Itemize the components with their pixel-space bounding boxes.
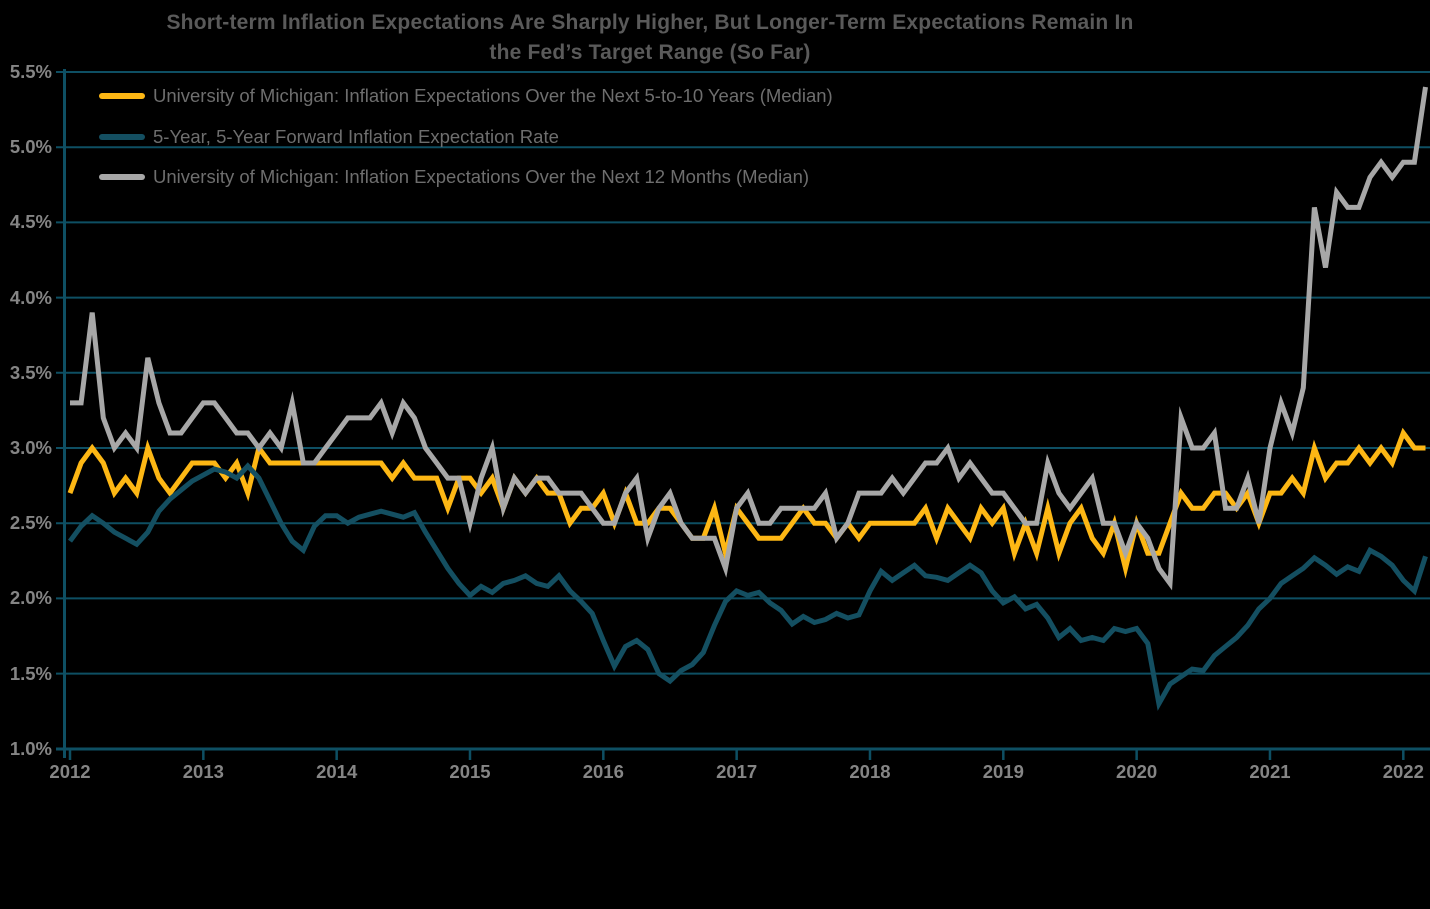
series-line-5y5y-forward [67,462,1428,711]
legend-swatch-umich-12mo-icon [99,174,145,181]
y-tick-label-3.5: 3.5% [9,361,52,383]
x-tick-label-2019: 2019 [982,761,1024,782]
x-tick-label-2022: 2022 [1382,761,1424,782]
x-tick-label-2018: 2018 [849,761,891,782]
legend-item-umich-12mo: University of Michigan: Inflation Expect… [99,157,833,198]
x-tick-label-2016: 2016 [582,761,624,782]
y-tick-label-4.5: 4.5% [9,211,52,233]
x-tick-label-2021: 2021 [1249,761,1291,782]
series-line-umich-5to10 [67,427,1426,579]
y-tick-label-2.0: 2.0% [9,587,52,609]
legend-label-umich-12mo: University of Michigan: Inflation Expect… [153,166,810,188]
x-tick-label-2014: 2014 [316,761,358,782]
x-tick-label-2015: 2015 [449,761,491,782]
y-tick-label-1.0: 1.0% [9,737,52,759]
legend-item-umich-5to10: University of Michigan: Inflation Expect… [99,76,833,117]
x-tick-label-2012: 2012 [49,761,91,782]
chart-title-line1: Short-term Inflation Expectations Are Sh… [166,11,1134,34]
y-tick-label-4.0: 4.0% [9,286,52,308]
chart-legend: University of Michigan: Inflation Expect… [99,76,833,198]
y-tick-label-5.5: 5.5% [9,61,52,82]
x-tick-label-2013: 2013 [182,761,224,782]
x-tick-label-2017: 2017 [716,761,758,782]
legend-item-5y5y-forward: 5-Year, 5-Year Forward Inflation Expecta… [99,117,833,158]
chart-title-line2: the Fed’s Target Range (So Far) [489,41,811,65]
y-tick-label-5.0: 5.0% [9,136,52,158]
legend-swatch-5y5y-forward-icon [99,133,145,140]
legend-label-5y5y-forward: 5-Year, 5-Year Forward Inflation Expecta… [153,125,559,147]
y-tick-label-2.5: 2.5% [9,512,52,534]
y-tick-label-1.5: 1.5% [9,662,52,684]
legend-swatch-umich-5to10-icon [99,93,145,100]
legend-label-umich-5to10: University of Michigan: Inflation Expect… [153,85,833,107]
y-tick-label-3.0: 3.0% [9,437,52,458]
x-tick-label-2020: 2020 [1116,761,1158,782]
chart-title: Short-term Inflation Expectations Are Sh… [0,8,1300,69]
series-line-umich-12mo [70,86,1428,591]
